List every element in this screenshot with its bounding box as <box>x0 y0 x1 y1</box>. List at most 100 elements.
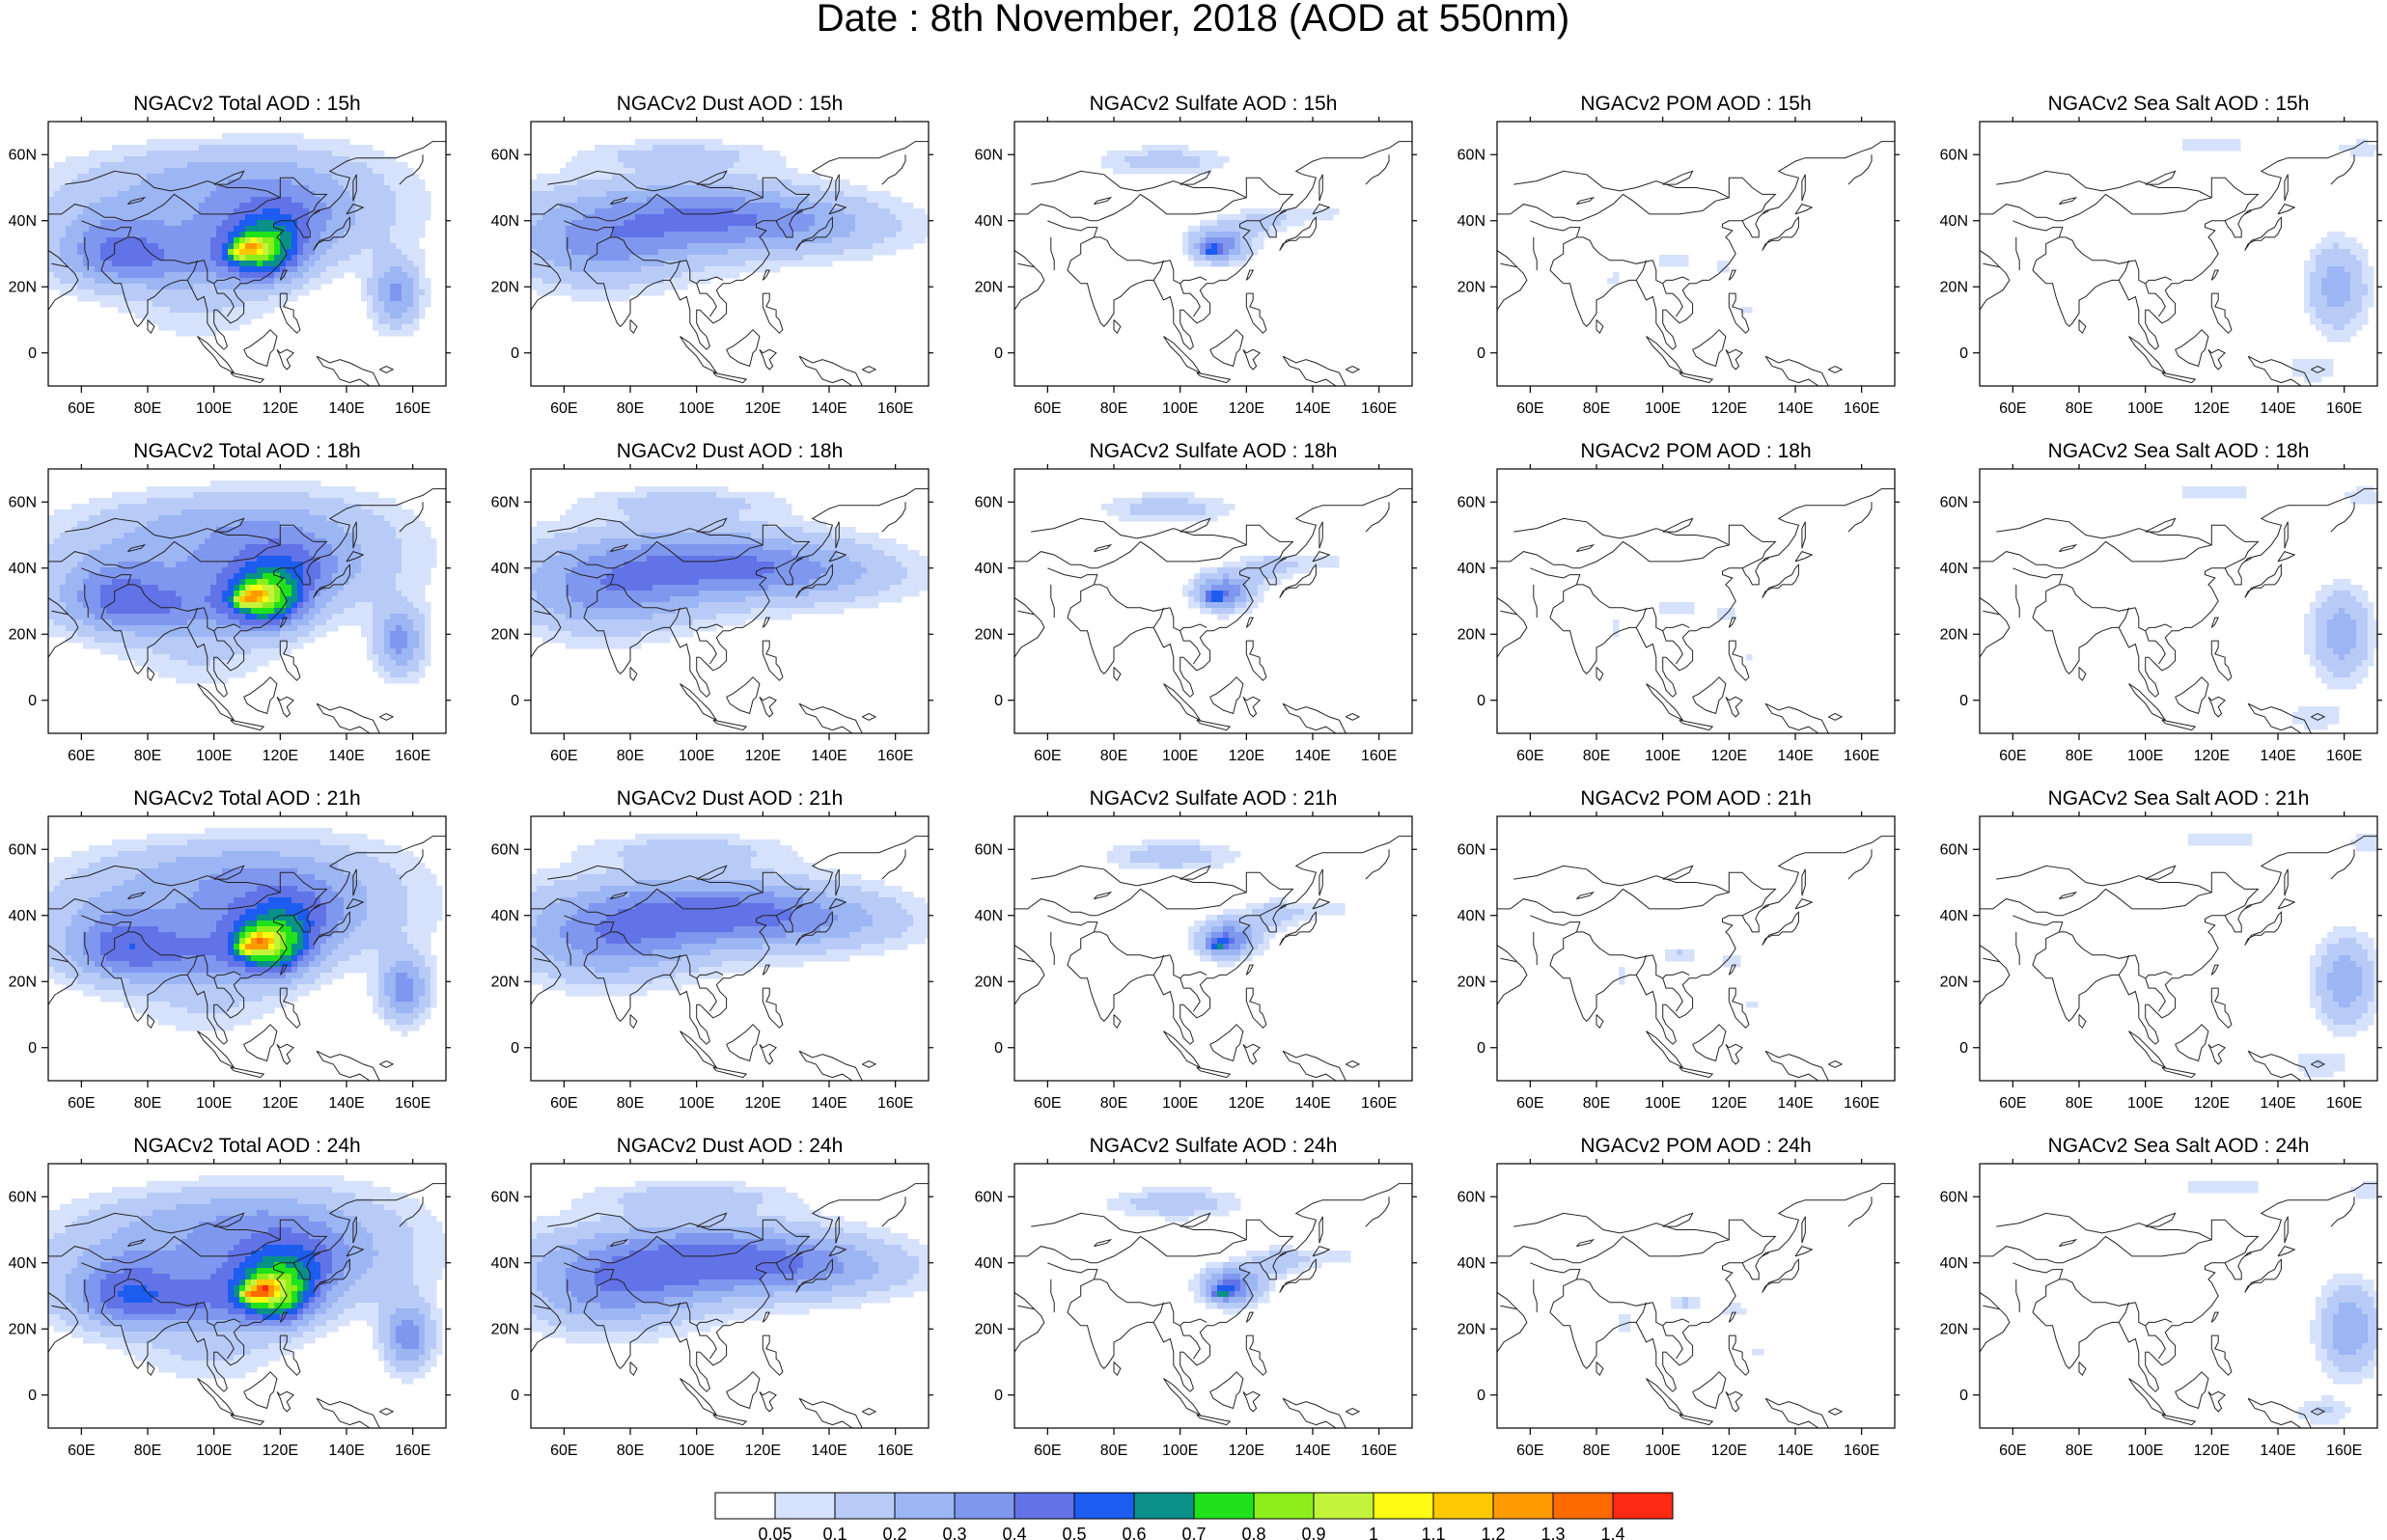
lat-tick-label: 40N <box>491 908 519 924</box>
lat-tick-label: 20N <box>9 1321 37 1337</box>
lon-tick-label: 140E <box>2260 400 2295 417</box>
lat-tick-label: 20N <box>975 279 1003 295</box>
lat-tick-label: 20N <box>9 626 37 643</box>
lon-tick-label: 80E <box>1583 748 1610 764</box>
coastlines <box>531 1183 929 1428</box>
lon-tick-label: 140E <box>1777 400 1813 417</box>
lon-tick-label: 160E <box>877 748 913 764</box>
lon-tick-label: 120E <box>745 748 781 764</box>
colorbar-label: 0.7 <box>1181 1525 1206 1540</box>
lon-tick-label: 60E <box>1034 748 1061 764</box>
map-panel-sulfate: NGACv2 Sulfate AOD : 21h 60E 80E 100E 120E 14… <box>975 787 1417 1112</box>
lon-tick-label: 160E <box>2326 748 2362 764</box>
lon-tick-label: 100E <box>196 748 232 764</box>
coastlines <box>1497 836 1895 1081</box>
lon-tick-label: 160E <box>1844 1095 1879 1112</box>
panel-title: NGACv2 Sea Salt AOD : 18h <box>2048 440 2310 462</box>
colorbar-swatch <box>1133 1492 1195 1520</box>
figure-title: Date : 8th November, 2018 (AOD at 550nm) <box>817 0 1569 40</box>
lon-tick-label: 140E <box>1294 400 1330 417</box>
lat-tick-label: 20N <box>491 279 519 295</box>
colorbar-label: 0.8 <box>1241 1525 1265 1540</box>
colorbar-label: 0.4 <box>1002 1525 1026 1540</box>
lat-tick-label: 0 <box>994 693 1003 709</box>
colorbar-label: 1.1 <box>1421 1525 1445 1540</box>
colorbar-label: 0.3 <box>942 1525 966 1540</box>
lat-tick-label: 20N <box>975 626 1003 643</box>
coastlines <box>1980 1183 2377 1428</box>
lon-tick-label: 100E <box>679 400 714 417</box>
map-frame <box>47 815 447 1082</box>
coastlines <box>1497 1183 1895 1428</box>
lon-tick-label: 120E <box>1229 400 1264 417</box>
lon-tick-label: 80E <box>2066 748 2093 764</box>
map-panel-seasalt: NGACv2 Sea Salt AOD : 18h 60E 80E 100E 120E 1… <box>1940 440 2382 764</box>
lon-tick-label: 160E <box>395 1095 430 1112</box>
map-panel-dust: NGACv2 Dust AOD : 21h 60E 80E 100E 120E 140E 1… <box>491 787 933 1112</box>
lon-tick-label: 120E <box>1711 748 1747 764</box>
lat-tick-label: 0 <box>28 345 37 362</box>
lon-tick-label: 160E <box>395 748 430 764</box>
coastlines <box>1014 1183 1412 1428</box>
lon-tick-label: 60E <box>1999 1443 2026 1459</box>
lat-tick-label: 40N <box>1940 1255 1968 1272</box>
lon-tick-label: 100E <box>2127 400 2163 417</box>
colorbar-swatch <box>1612 1492 1674 1520</box>
map-panel-pom: NGACv2 POM AOD : 24h 60E 80E 100E 120E 140E 16… <box>1457 1135 1900 1459</box>
colorbar-swatch <box>1013 1492 1075 1520</box>
lon-tick-label: 100E <box>196 1443 232 1459</box>
map-frame <box>530 468 930 734</box>
lon-tick-label: 60E <box>1034 400 1061 417</box>
lon-tick-label: 140E <box>811 1443 847 1459</box>
lat-tick-label: 40N <box>975 561 1003 577</box>
panel-title: NGACv2 Sulfate AOD : 15h <box>1090 93 1338 115</box>
lon-tick-label: 80E <box>1583 1443 1610 1459</box>
lon-tick-label: 160E <box>1361 400 1397 417</box>
lon-tick-label: 80E <box>1100 1095 1127 1112</box>
lat-tick-label: 60N <box>975 1189 1003 1205</box>
lon-tick-label: 140E <box>1294 748 1330 764</box>
lon-tick-label: 120E <box>1229 1095 1264 1112</box>
lon-tick-label: 60E <box>68 748 95 764</box>
lat-tick-label: 20N <box>491 626 519 643</box>
lat-tick-label: 20N <box>9 279 37 295</box>
lat-tick-label: 20N <box>1940 1321 1968 1337</box>
aod-field <box>1619 949 1759 1008</box>
colorbar-swatch <box>894 1492 956 1520</box>
lon-tick-label: 120E <box>2194 1443 2230 1459</box>
lon-tick-label: 140E <box>2260 748 2295 764</box>
lon-tick-label: 60E <box>550 400 577 417</box>
lat-tick-label: 20N <box>1457 279 1485 295</box>
panel-title: NGACv2 Total AOD : 15h <box>133 93 360 115</box>
aod-field <box>531 486 929 649</box>
map-frame <box>1496 1163 1896 1429</box>
map-frame <box>1013 1163 1413 1429</box>
aod-field <box>2182 486 2377 730</box>
coastlines <box>1014 836 1412 1081</box>
colorbar-swatch <box>1552 1492 1614 1520</box>
panel-title: NGACv2 POM AOD : 15h <box>1580 93 1811 115</box>
lat-tick-label: 40N <box>9 561 37 577</box>
aod-field <box>48 133 431 337</box>
aod-field <box>1619 1297 1764 1356</box>
lon-tick-label: 120E <box>2194 400 2230 417</box>
lat-tick-label: 0 <box>994 345 1003 362</box>
lon-tick-label: 100E <box>679 748 714 764</box>
lat-tick-label: 0 <box>994 1040 1003 1057</box>
lon-tick-label: 120E <box>2194 1095 2230 1112</box>
lat-tick-label: 0 <box>28 1388 37 1404</box>
panel-title: NGACv2 Sulfate AOD : 24h <box>1090 1135 1338 1157</box>
lon-tick-label: 120E <box>263 1443 298 1459</box>
lon-tick-label: 60E <box>68 400 95 417</box>
map-panel-dust: NGACv2 Dust AOD : 18h 60E 80E 100E 120E 140E 1… <box>491 440 933 764</box>
colorbar-swatch <box>1373 1492 1434 1520</box>
lon-tick-label: 80E <box>1100 400 1127 417</box>
panel-title: NGACv2 Dust AOD : 15h <box>617 93 844 115</box>
map-frame <box>1496 121 1896 387</box>
lat-tick-label: 60N <box>1940 494 1968 510</box>
lon-tick-label: 160E <box>2326 400 2362 417</box>
lat-tick-label: 40N <box>1457 213 1485 230</box>
colorbar-label: 1.2 <box>1481 1525 1505 1540</box>
aod-field <box>48 828 443 1037</box>
lat-tick-label: 40N <box>9 1255 37 1272</box>
